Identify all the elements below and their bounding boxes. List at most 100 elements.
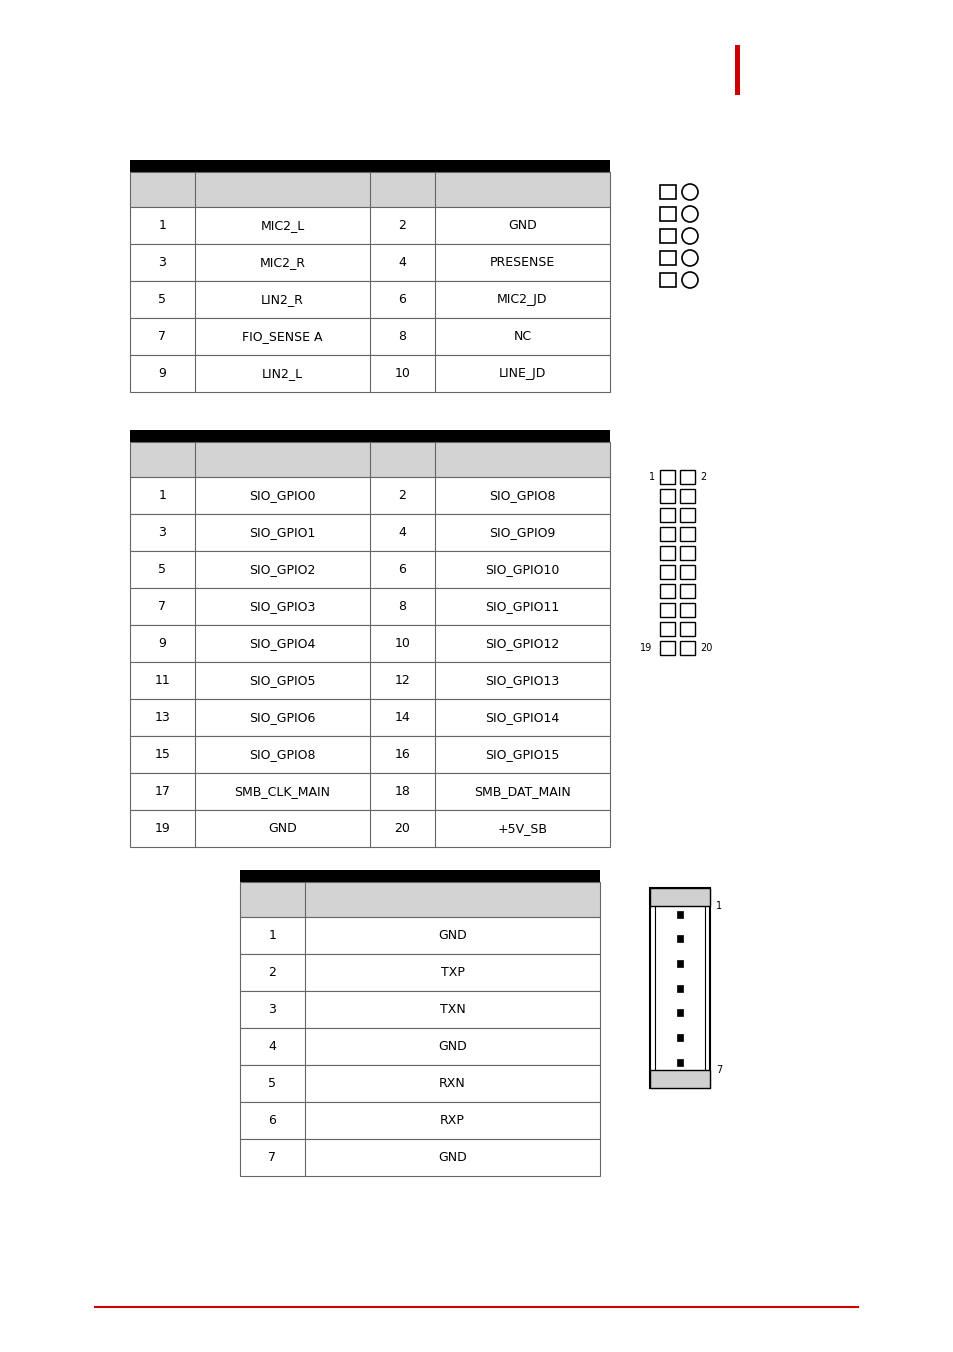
Text: GND: GND xyxy=(508,219,537,233)
Text: SMB_DAT_MAIN: SMB_DAT_MAIN xyxy=(474,786,570,798)
Bar xyxy=(679,489,695,503)
Text: +5V_SB: +5V_SB xyxy=(497,822,547,836)
Bar xyxy=(240,1065,599,1102)
Bar xyxy=(130,735,609,773)
Text: MIC2_JD: MIC2_JD xyxy=(497,293,547,306)
Bar xyxy=(659,489,675,503)
Text: GND: GND xyxy=(437,1040,466,1053)
Text: SIO_GPIO14: SIO_GPIO14 xyxy=(485,711,559,725)
Text: 10: 10 xyxy=(395,366,410,380)
Bar xyxy=(240,917,599,955)
Bar xyxy=(130,810,609,846)
Bar xyxy=(130,318,609,356)
Text: SIO_GPIO3: SIO_GPIO3 xyxy=(249,600,315,612)
Text: 6: 6 xyxy=(398,293,406,306)
Bar xyxy=(240,991,599,1028)
Text: 19: 19 xyxy=(154,822,171,836)
Bar xyxy=(659,207,676,220)
Bar xyxy=(677,984,682,991)
Text: 1: 1 xyxy=(158,489,166,502)
Text: SIO_GPIO0: SIO_GPIO0 xyxy=(249,489,315,502)
Bar xyxy=(679,527,695,541)
Text: 5: 5 xyxy=(268,1078,276,1090)
Bar xyxy=(677,1059,682,1065)
Text: LINE_JD: LINE_JD xyxy=(498,366,546,380)
Bar xyxy=(130,773,609,810)
Text: TXP: TXP xyxy=(440,965,464,979)
Text: NC: NC xyxy=(513,330,531,343)
Text: 4: 4 xyxy=(398,526,406,539)
Text: 9: 9 xyxy=(158,637,166,650)
Bar xyxy=(130,243,609,281)
Bar xyxy=(679,508,695,522)
Bar xyxy=(677,936,682,942)
Text: RXP: RXP xyxy=(439,1114,464,1128)
Text: 7: 7 xyxy=(716,1065,721,1075)
Text: SIO_GPIO11: SIO_GPIO11 xyxy=(485,600,559,612)
Text: FIO_SENSE A: FIO_SENSE A xyxy=(242,330,322,343)
Text: 4: 4 xyxy=(269,1040,276,1053)
Bar xyxy=(130,477,609,514)
Bar xyxy=(659,228,676,243)
Text: 5: 5 xyxy=(158,562,167,576)
Text: GND: GND xyxy=(437,1151,466,1164)
Text: MIC2_R: MIC2_R xyxy=(259,256,305,269)
Text: SIO_GPIO9: SIO_GPIO9 xyxy=(489,526,555,539)
Circle shape xyxy=(681,250,698,266)
Text: 2: 2 xyxy=(398,219,406,233)
Text: 1: 1 xyxy=(716,900,721,911)
Text: SIO_GPIO1: SIO_GPIO1 xyxy=(249,526,315,539)
Bar xyxy=(734,45,740,95)
Bar xyxy=(679,641,695,654)
Text: SIO_GPIO8: SIO_GPIO8 xyxy=(489,489,556,502)
Bar xyxy=(649,1069,709,1088)
Bar xyxy=(130,588,609,625)
Text: SIO_GPIO13: SIO_GPIO13 xyxy=(485,675,559,687)
Text: 14: 14 xyxy=(395,711,410,725)
Circle shape xyxy=(681,184,698,200)
Bar xyxy=(130,699,609,735)
Bar xyxy=(240,882,599,917)
Bar xyxy=(679,584,695,598)
Text: SMB_CLK_MAIN: SMB_CLK_MAIN xyxy=(234,786,330,798)
Text: 11: 11 xyxy=(154,675,171,687)
Text: 2: 2 xyxy=(700,472,705,483)
Text: 1: 1 xyxy=(269,929,276,942)
Bar xyxy=(240,869,599,882)
Text: SIO_GPIO8: SIO_GPIO8 xyxy=(249,748,315,761)
Text: SIO_GPIO6: SIO_GPIO6 xyxy=(249,711,315,725)
Text: SIO_GPIO10: SIO_GPIO10 xyxy=(485,562,559,576)
Text: GND: GND xyxy=(437,929,466,942)
Text: SIO_GPIO5: SIO_GPIO5 xyxy=(249,675,315,687)
Text: LIN2_R: LIN2_R xyxy=(261,293,304,306)
Text: MIC2_L: MIC2_L xyxy=(260,219,304,233)
Text: 7: 7 xyxy=(268,1151,276,1164)
Bar xyxy=(130,662,609,699)
Text: 12: 12 xyxy=(395,675,410,687)
Bar xyxy=(679,470,695,484)
Bar xyxy=(130,442,609,477)
Text: SIO_GPIO4: SIO_GPIO4 xyxy=(249,637,315,650)
Circle shape xyxy=(681,206,698,222)
Bar xyxy=(130,356,609,392)
Bar xyxy=(649,888,709,906)
Bar xyxy=(130,625,609,662)
Text: LIN2_L: LIN2_L xyxy=(262,366,303,380)
Bar xyxy=(659,546,675,560)
Text: RXN: RXN xyxy=(438,1078,465,1090)
Bar xyxy=(659,584,675,598)
Bar xyxy=(677,1034,682,1041)
Bar xyxy=(677,910,682,918)
Text: 19: 19 xyxy=(639,644,651,653)
Text: 18: 18 xyxy=(395,786,410,798)
Text: 8: 8 xyxy=(398,600,406,612)
Text: 2: 2 xyxy=(398,489,406,502)
Bar xyxy=(659,273,676,287)
Text: 17: 17 xyxy=(154,786,171,798)
Text: 2: 2 xyxy=(269,965,276,979)
Text: 20: 20 xyxy=(395,822,410,836)
Bar xyxy=(240,955,599,991)
Bar xyxy=(677,1009,682,1017)
Bar xyxy=(130,552,609,588)
Text: 13: 13 xyxy=(154,711,171,725)
